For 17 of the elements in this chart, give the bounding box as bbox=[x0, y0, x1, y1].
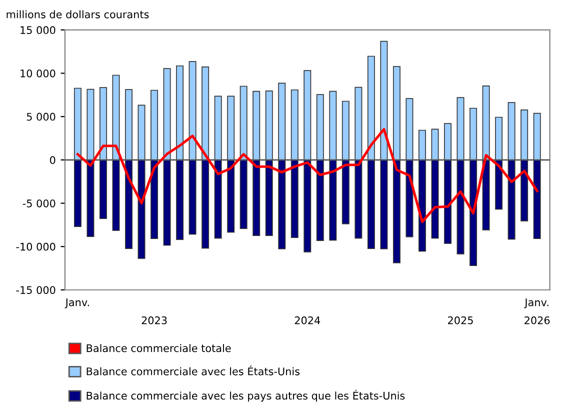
y-tick-label: -10 000 bbox=[16, 242, 56, 251]
x-tick-label: 2023 bbox=[142, 316, 167, 324]
y-tick-label: 10 000 bbox=[20, 69, 56, 78]
y-tick-label: -5 000 bbox=[22, 199, 56, 208]
y-tick-label: -15 000 bbox=[16, 286, 56, 294]
y-tick-label: 0 bbox=[50, 156, 56, 164]
legend-label: Balance commerciale totale bbox=[86, 344, 231, 352]
x-tick-label: 2024 bbox=[294, 316, 320, 324]
line-series bbox=[76, 128, 538, 224]
y-axis-title: millions de dollars courants bbox=[6, 10, 149, 18]
legend-label: Balance commerciale avec les pays autres que les États-Unis bbox=[86, 390, 405, 402]
y-tick-label: 5 000 bbox=[26, 112, 56, 121]
x-tick-label: 2025 bbox=[448, 316, 473, 324]
y-tick-label: 15 000 bbox=[20, 26, 56, 34]
x-tick-label: Janv. 2026 bbox=[524, 298, 550, 324]
x-tick-label: Janv. bbox=[64, 298, 89, 308]
legend-label: Balance commerciale avec les États-Unis bbox=[86, 366, 300, 376]
